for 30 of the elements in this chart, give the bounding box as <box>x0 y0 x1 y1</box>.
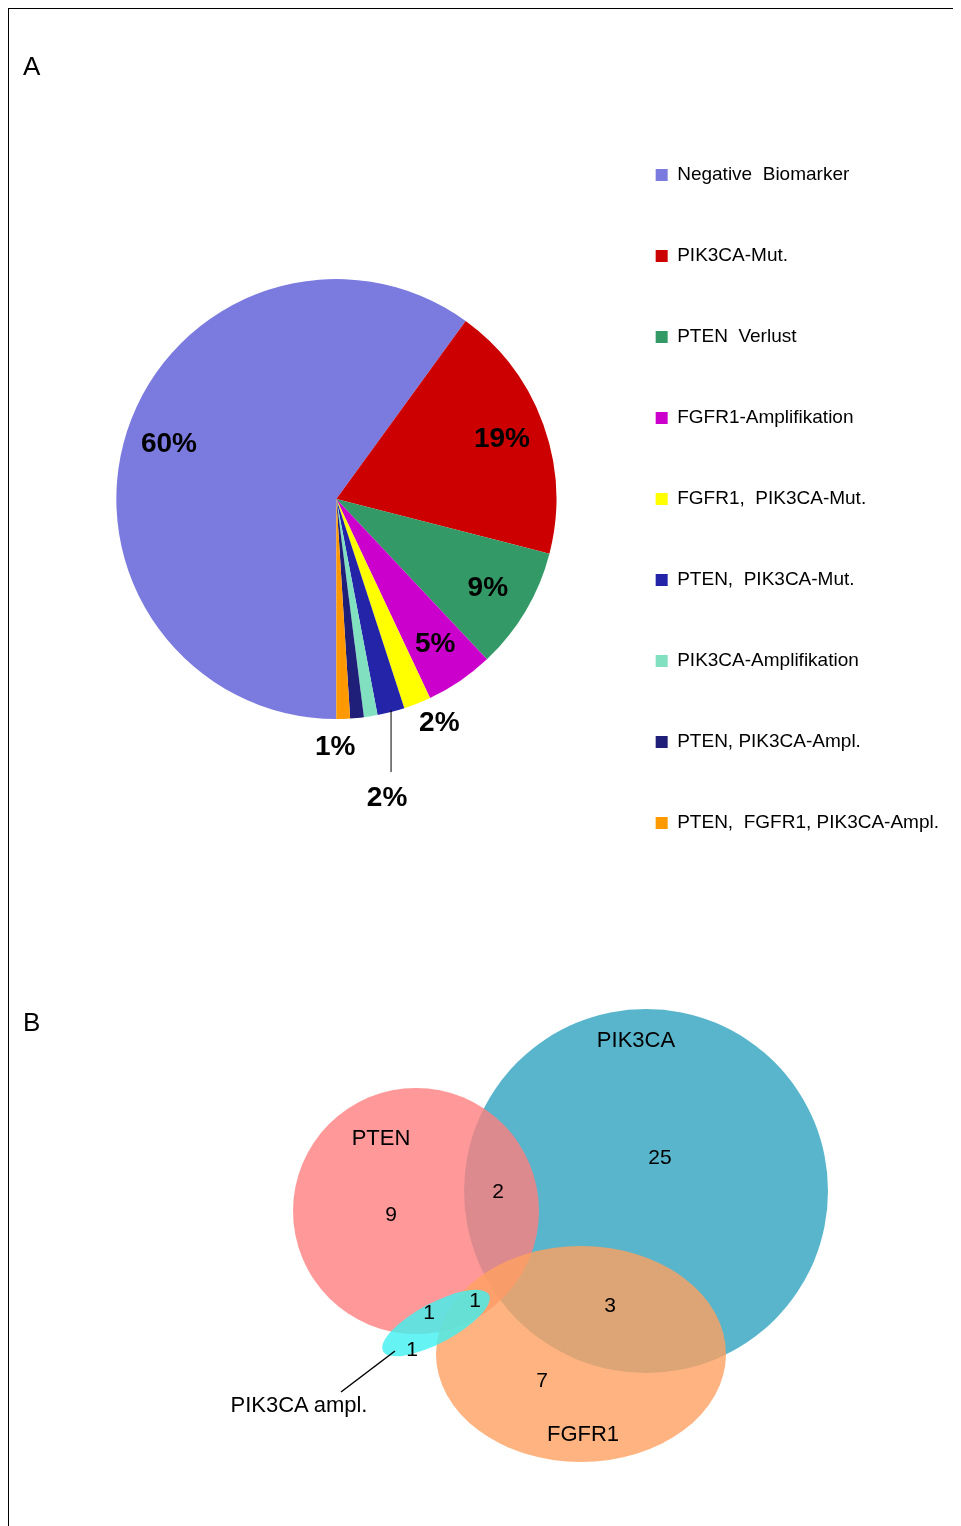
text: 1 <box>423 1299 435 1323</box>
legend-label: FGFR1, PIK3CA-Mut. <box>677 487 867 509</box>
legend-label: Negative Biomarker <box>677 163 850 185</box>
text: 9 <box>385 1201 397 1225</box>
category-label: FGFR1 <box>546 1420 620 1446</box>
chart-title: A <box>23 51 41 82</box>
text: 3 <box>604 1292 616 1316</box>
category-label: PIK3CA <box>596 1026 676 1052</box>
legend-label: PIK3CA-Amplifikation <box>677 649 859 671</box>
data-label: 1% <box>315 729 356 761</box>
legend-label: PIK3CA-Mut. <box>677 244 789 266</box>
category-label: PIK3CA ampl. <box>230 1391 368 1417</box>
legend-label: PTEN, PIK3CA-Mut. <box>677 568 855 590</box>
data-label: 5% <box>415 627 456 659</box>
text: 25 <box>648 1144 672 1168</box>
data-label: 60% <box>140 427 198 459</box>
data-label: 9% <box>467 571 509 603</box>
text: 1 <box>469 1287 481 1311</box>
legend-label: FGFR1-Amplifikation <box>677 406 854 428</box>
legend-label: PTEN Verlust <box>677 325 798 347</box>
text: 1 <box>406 1336 418 1360</box>
text: B <box>23 1007 41 1038</box>
data-label: 2% <box>366 780 408 812</box>
text: 2 <box>492 1178 504 1202</box>
legend-label: PTEN, FGFR1, PIK3CA-Ampl. <box>677 811 939 833</box>
data-label: 2% <box>419 706 460 738</box>
text: 7 <box>536 1367 548 1391</box>
category-label: PTEN <box>351 1124 411 1150</box>
legend-label: PTEN, PIK3CA-Ampl. <box>677 730 861 752</box>
data-label: 19% <box>473 422 531 454</box>
